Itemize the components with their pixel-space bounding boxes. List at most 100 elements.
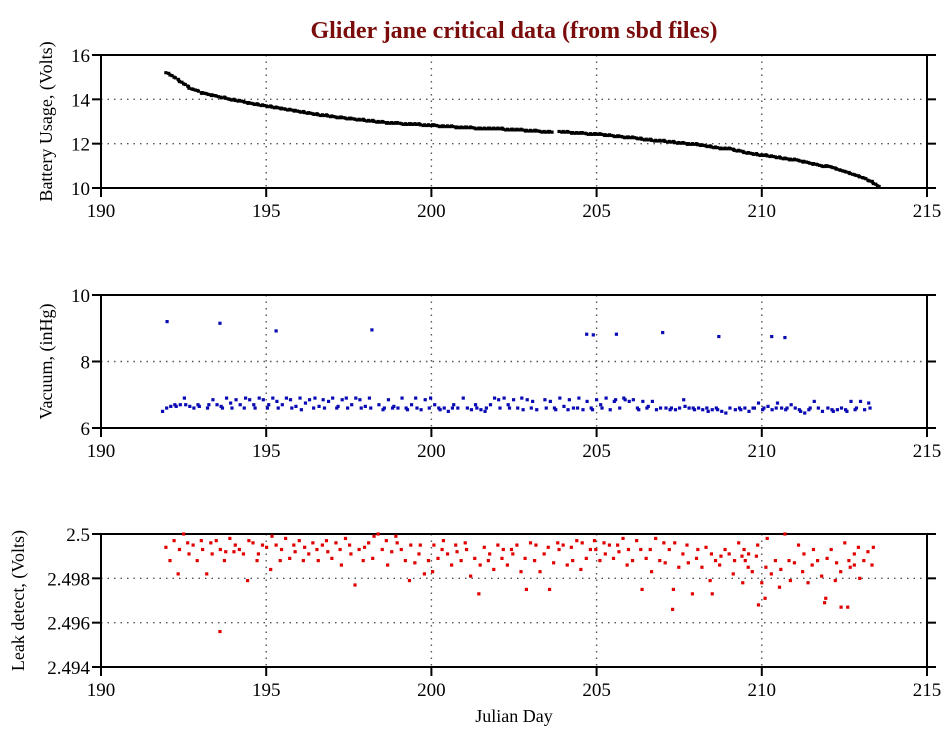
leak-point [654,536,658,541]
leak-point [417,552,421,556]
vacuum-point [599,403,603,407]
leak-point [685,543,689,547]
vacuum-point [165,320,169,324]
battery-point [538,129,542,134]
leak-point [569,545,573,549]
leak-point [696,547,700,552]
battery-point [788,157,792,161]
vacuum-point [322,406,327,410]
vacuum-point [303,401,308,405]
leak-point [205,572,209,576]
battery-point [247,101,251,105]
battery-point [702,143,706,148]
battery-point [737,148,741,152]
battery-point [332,115,336,119]
x-tick-label: 195 [252,441,281,462]
vacuum-point [252,403,256,407]
chart-title: Glider jane critical data (from sbd file… [310,18,717,44]
battery-point [395,121,399,125]
vacuum-point [697,406,701,410]
battery-point [488,126,492,130]
battery-point [864,177,868,181]
vacuum-point [691,406,695,410]
leak-point [663,561,667,565]
leak-point [168,559,172,563]
leak-point [557,547,561,552]
y-tick-label: 6 [81,419,91,440]
leak-point [777,585,782,589]
vacuum-point [785,406,789,410]
battery-point [330,114,334,118]
leak-y-axis-label: Leak detect, (Volts) [8,530,29,671]
vacuum-point [415,406,419,410]
battery-point [399,122,403,126]
battery-point [561,129,565,134]
battery-point [547,129,552,134]
battery-point [619,134,623,139]
battery-point [563,130,567,134]
vacuum-point [174,404,178,408]
vacuum-point [390,406,395,410]
battery-point [659,139,663,143]
leak-point [500,556,504,560]
leak-point [732,559,737,563]
battery-point [507,128,511,132]
leak-point [671,587,675,592]
battery-point [713,145,718,149]
x-tick-label: 210 [748,201,777,222]
vacuum-point [336,404,340,408]
battery-point [835,167,839,171]
battery-point [401,122,405,126]
leak-point [214,539,218,543]
vacuum-point [733,408,737,412]
vacuum-point [770,334,774,339]
leak-point [301,559,305,563]
battery-point [580,130,584,135]
leak-point [486,559,490,563]
leak-point [635,539,639,543]
leak-point [727,552,731,556]
battery-point [696,143,700,147]
battery-point [815,163,820,167]
vacuum-point [595,398,599,402]
vacuum-point [854,406,859,410]
battery-point [520,128,524,132]
leak-point [740,554,744,558]
battery-point [368,119,372,123]
battery-point [445,124,450,128]
vacuum-point [641,399,645,403]
battery-point [649,138,654,142]
leak-point [866,550,870,554]
leak-point [811,547,816,552]
battery-point [262,103,267,108]
leak-point [621,536,625,541]
battery-point [422,123,426,127]
leak-point [626,547,631,552]
vacuum-point [720,409,724,413]
vacuum-point [558,396,562,400]
plot-frame [100,54,928,189]
leak-point [237,547,241,552]
battery-point [783,156,787,160]
battery-point [621,135,625,139]
vacuum-point [473,403,478,407]
battery-point [243,100,247,104]
leak-point [769,572,773,576]
vacuum-point [701,408,705,412]
vacuum-point [614,398,618,402]
battery-point [203,91,207,95]
leak-point [847,559,851,563]
vacuum-point [461,396,465,400]
vacuum-point [669,406,674,410]
vacuum-point [377,403,381,407]
leak-point [432,543,436,547]
leak-point [264,545,269,549]
x-tick-label: 205 [582,680,611,701]
vacuum-point [614,332,619,336]
vacuum-point [600,406,604,410]
battery-point [497,127,501,131]
leak-point [690,592,695,596]
vacuum-point [312,406,316,410]
leak-point [731,572,735,576]
battery-point [303,111,307,115]
